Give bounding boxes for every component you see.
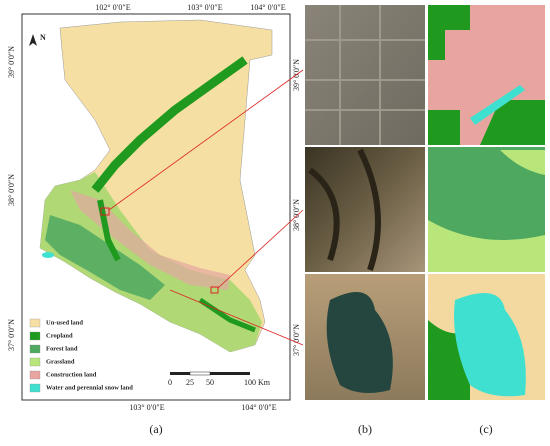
legend-label: Forest land — [46, 345, 78, 352]
construction-area — [70, 190, 230, 290]
legend-swatch — [29, 344, 41, 354]
cropland-belt — [91, 56, 248, 193]
sample-box — [100, 207, 110, 216]
lon-label: 102° 0′0″E — [95, 3, 130, 12]
legend-label: Grassland — [46, 358, 75, 365]
legend-swatch — [29, 357, 41, 367]
lon-label: 104° 0′0″E — [250, 3, 285, 12]
scale-unit: Km — [258, 378, 271, 387]
connectors — [108, 69, 304, 346]
lon-label: 104° 0′0″E — [241, 403, 276, 412]
north-arrow — [29, 34, 37, 46]
lat-label: 37° 0′0″N — [292, 324, 301, 356]
legend-swatch — [29, 331, 41, 341]
legend-label: Water and perennial snow land — [46, 384, 133, 391]
class-patch — [428, 5, 545, 145]
ridges — [308, 148, 381, 271]
map-panel: N 102° 0′0″E 103° 0′0″E 104° 0′0″E 103° … — [7, 3, 291, 412]
lat-label: 38° 0′0″N — [292, 199, 301, 231]
legend-label: Cropland — [46, 332, 73, 339]
lat-label: 38° 0′0″N — [7, 174, 16, 206]
legend-swatch — [29, 383, 41, 393]
lon-label: 103° 0′0″E — [129, 403, 164, 412]
classification-panel — [428, 5, 545, 400]
sample-box — [210, 286, 219, 294]
scale-label: 100 — [244, 378, 256, 387]
forest-area — [45, 215, 165, 300]
lake — [326, 292, 393, 394]
lon-label: 103° 0′0″E — [187, 3, 222, 12]
scale-label: 0 — [168, 378, 172, 387]
roads — [305, 5, 425, 145]
lat-label: 37° 0′0″N — [7, 319, 16, 351]
legend-swatch — [29, 370, 41, 380]
scale-bar: 0 25 50 100 Km — [168, 371, 271, 387]
legend-swatch — [29, 318, 41, 328]
legend-label: Construction land — [46, 371, 97, 378]
imagery-panel — [305, 5, 425, 400]
lake — [42, 252, 54, 258]
panel-label: (b) — [358, 422, 372, 436]
scale-label: 50 — [206, 378, 214, 387]
lat-label: 39° 0′0″N — [7, 46, 16, 78]
panel-label: (a) — [149, 422, 162, 436]
scale-label: 25 — [186, 378, 194, 387]
north-label: N — [40, 33, 46, 42]
legend: Un-used land Cropland Forest land Grassland… — [29, 318, 133, 393]
legend-label: Un-used land — [46, 319, 83, 326]
cropland-belt — [97, 199, 121, 262]
class-patch — [454, 292, 526, 397]
class-patch — [470, 85, 525, 125]
class-patch — [428, 150, 545, 272]
panel-label: (c) — [479, 422, 492, 436]
satellite-image — [305, 5, 425, 145]
